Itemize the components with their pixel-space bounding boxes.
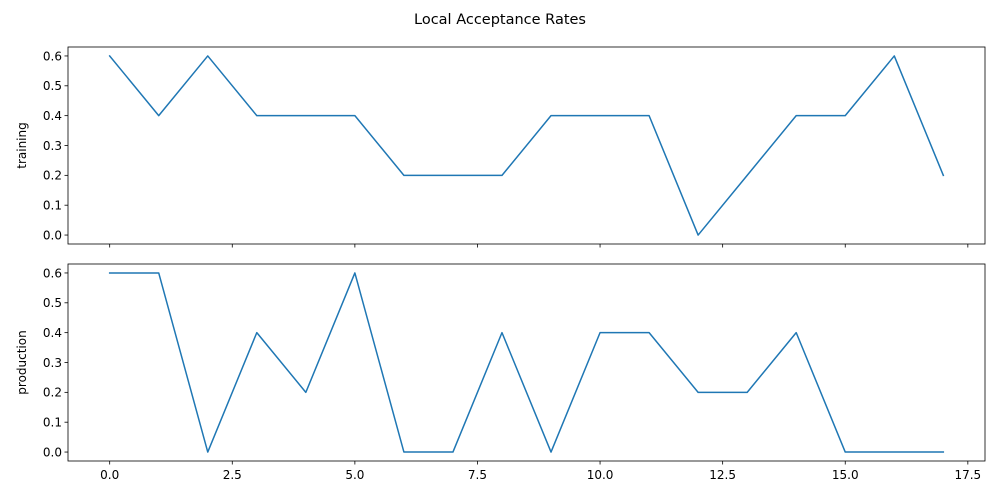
production-series-line (108, 272, 945, 453)
production-y-tick-label: 0.4 (43, 326, 62, 340)
training-y-tick-label: 0.0 (43, 228, 62, 242)
production-y-tick-label: 0.2 (43, 386, 62, 400)
subplot-production: 0.0 0.1 0.2 0.3 0.4 0.5 0.6 0.0 2.5 5.0 7.5 10.0 12.… (15, 263, 986, 482)
chart-title: Local Acceptance Rates (414, 12, 586, 28)
production-y-tick-label: 0.1 (43, 415, 62, 429)
training-y-axis-label: training (15, 122, 29, 169)
production-y-tick-label: 0.6 (43, 266, 62, 280)
x-tick-label: 12.5 (709, 468, 736, 482)
production-y-tick-label: 0.3 (43, 356, 62, 370)
training-y-tick-label: 0.1 (43, 198, 62, 212)
x-tick-label: 7.5 (468, 468, 487, 482)
production-y-tick-label: 0.5 (43, 296, 62, 310)
training-y-tick-label: 0.2 (43, 169, 62, 183)
production-y-axis-label: production (15, 330, 29, 394)
x-tick-label: 15.0 (832, 468, 859, 482)
training-y-tick-label: 0.6 (43, 49, 62, 63)
training-y-tick-label: 0.4 (43, 109, 62, 123)
production-y-tick-label: 0.0 (43, 445, 62, 459)
x-tick-label: 2.5 (223, 468, 242, 482)
x-tick-label: 0.0 (100, 468, 119, 482)
subplot-training: 0.0 0.1 0.2 0.3 0.4 0.5 0.6 training (15, 46, 986, 248)
training-y-tick-label: 0.3 (43, 139, 62, 153)
training-y-tick-label: 0.5 (43, 79, 62, 93)
training-series-line (108, 54, 945, 236)
x-tick-label: 10.0 (587, 468, 614, 482)
x-tick-label: 17.5 (954, 468, 981, 482)
x-tick-label: 5.0 (345, 468, 364, 482)
